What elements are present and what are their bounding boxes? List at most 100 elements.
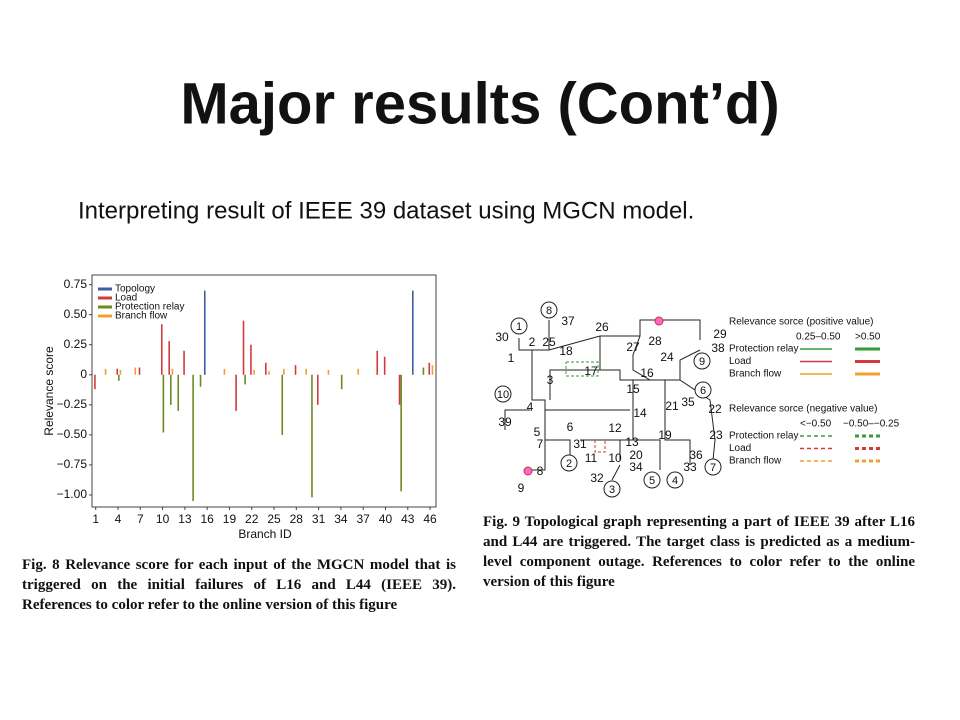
generator-label: 7 bbox=[710, 462, 716, 474]
bar bbox=[104, 368, 107, 375]
bus-label: 8 bbox=[537, 464, 544, 478]
bar bbox=[398, 374, 401, 405]
bus-label: 19 bbox=[658, 428, 672, 442]
bar bbox=[94, 374, 96, 390]
y-tick-label: −0.25 bbox=[57, 397, 88, 411]
bar bbox=[235, 374, 237, 411]
legend-label: Protection relay bbox=[115, 302, 184, 313]
x-axis-label: Branch ID bbox=[238, 527, 292, 541]
legend-swatch bbox=[98, 287, 112, 291]
bus-label: 33 bbox=[683, 460, 697, 474]
legend-row: Protection relay bbox=[729, 344, 798, 355]
generator bbox=[704, 458, 722, 476]
x-tick-label: 43 bbox=[401, 512, 415, 526]
legend-label: Branch flow bbox=[115, 311, 168, 322]
bar bbox=[244, 374, 246, 385]
legend-range: 0.25–0.50 bbox=[796, 332, 841, 343]
bus-label: 34 bbox=[629, 460, 643, 474]
y-tick-label: 0.25 bbox=[64, 337, 88, 351]
generator bbox=[510, 317, 528, 335]
bar bbox=[400, 374, 402, 492]
legend-range: −0.50–−0.25 bbox=[843, 419, 900, 430]
bus-label: 20 bbox=[629, 448, 643, 462]
bar bbox=[192, 374, 194, 501]
y-tick-label: 0.75 bbox=[64, 277, 88, 291]
generator bbox=[540, 301, 558, 319]
bar bbox=[317, 374, 319, 405]
x-tick-label: 40 bbox=[379, 512, 393, 526]
bar bbox=[265, 362, 267, 375]
bus-label: 23 bbox=[709, 428, 723, 442]
edge bbox=[632, 335, 701, 381]
bus-label: 37 bbox=[561, 314, 575, 328]
legend-title: Relevance sorce (negative value) bbox=[729, 404, 877, 415]
bus-label: 3 bbox=[547, 373, 554, 387]
bar bbox=[119, 369, 122, 375]
legend-row: Protection relay bbox=[729, 431, 798, 442]
generator-label: 9 bbox=[699, 356, 705, 368]
bar bbox=[422, 367, 425, 375]
bar bbox=[340, 374, 343, 390]
bar bbox=[162, 374, 165, 433]
legend-range: >0.50 bbox=[855, 332, 881, 343]
generator bbox=[560, 454, 578, 472]
figure-9-caption: Fig. 9 Topological graph representing a … bbox=[483, 514, 915, 590]
y-tick-label: −0.75 bbox=[57, 457, 88, 471]
edge-highlight bbox=[565, 361, 599, 377]
bar bbox=[253, 369, 255, 375]
edge-highlight bbox=[594, 440, 606, 453]
bar bbox=[311, 374, 313, 498]
generator bbox=[494, 385, 512, 403]
generator-label: 10 bbox=[497, 389, 509, 401]
legend-row: Branch flow bbox=[729, 369, 782, 380]
bus-label: 12 bbox=[608, 421, 622, 435]
legend-row: Load bbox=[729, 356, 751, 367]
legend-label: Load bbox=[115, 293, 137, 304]
bar bbox=[171, 368, 174, 375]
bar bbox=[160, 324, 163, 375]
bus-label: 7 bbox=[537, 437, 544, 451]
bus-label: 18 bbox=[559, 344, 573, 358]
generator bbox=[643, 471, 661, 489]
x-tick-label: 34 bbox=[334, 512, 348, 526]
x-tick-label: 28 bbox=[290, 512, 304, 526]
x-tick-label: 25 bbox=[267, 512, 281, 526]
bus-label: 13 bbox=[625, 435, 639, 449]
bus-label: 4 bbox=[527, 400, 534, 414]
x-tick-label: 37 bbox=[357, 512, 371, 526]
fault-marker bbox=[654, 316, 664, 326]
bus-label: 14 bbox=[633, 406, 647, 420]
generator-label: 2 bbox=[566, 458, 572, 470]
bar bbox=[177, 374, 180, 411]
legend-swatch bbox=[98, 296, 112, 300]
bus-label: 6 bbox=[567, 420, 574, 434]
generator-label: 1 bbox=[516, 321, 522, 333]
slide-title: Major results (Cont’d) bbox=[180, 71, 779, 136]
bar bbox=[357, 368, 359, 375]
x-tick-label: 10 bbox=[156, 512, 170, 526]
bus-label: 9 bbox=[518, 481, 525, 495]
edge bbox=[545, 439, 571, 455]
y-tick-label: 0 bbox=[80, 367, 87, 381]
legend-row: Load bbox=[729, 443, 751, 454]
bar bbox=[170, 374, 172, 405]
bus-label: 10 bbox=[608, 451, 622, 465]
generator bbox=[666, 471, 684, 489]
y-tick-label: −1.00 bbox=[57, 487, 88, 501]
plot-frame bbox=[91, 274, 437, 508]
x-tick-label: 31 bbox=[312, 512, 326, 526]
bus-label: 28 bbox=[648, 334, 662, 348]
bus-label: 2 bbox=[529, 335, 536, 349]
bar bbox=[199, 374, 202, 387]
y-tick-label: 0.50 bbox=[64, 307, 88, 321]
edge bbox=[528, 440, 546, 471]
bar bbox=[168, 341, 171, 375]
bus-label: 38 bbox=[711, 341, 725, 355]
bus-label: 5 bbox=[534, 425, 541, 439]
bar bbox=[376, 350, 379, 375]
edge bbox=[664, 380, 691, 465]
x-tick-label: 13 bbox=[178, 512, 192, 526]
bus-label: 21 bbox=[665, 399, 679, 413]
edge bbox=[580, 439, 661, 470]
